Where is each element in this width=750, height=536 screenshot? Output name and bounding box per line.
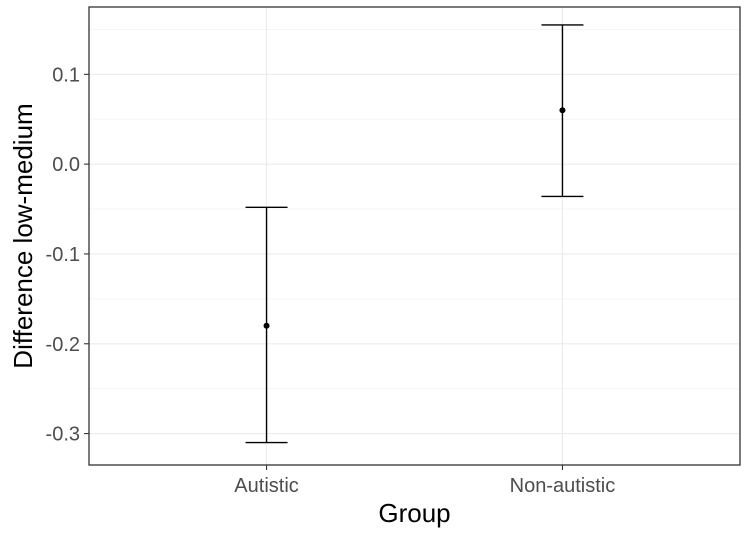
- y-axis-ticks: 0.1 0.0 -0.1 -0.2 -0.3: [46, 64, 89, 446]
- y-tick-label: -0.2: [46, 334, 80, 356]
- x-axis-title: Group: [378, 498, 450, 528]
- y-tick-label: 0.1: [52, 64, 80, 86]
- point-estimate: [263, 322, 270, 329]
- grid-minor: [89, 28, 740, 390]
- x-tick-label: Autistic: [234, 475, 298, 497]
- data-marks: [245, 24, 584, 444]
- x-axis-ticks: Autistic Non-autistic: [234, 465, 615, 497]
- point-estimate: [559, 107, 566, 114]
- y-tick-label: -0.3: [46, 424, 80, 446]
- x-tick-label: Non-autistic: [510, 475, 616, 497]
- y-tick-label: -0.1: [46, 244, 80, 266]
- y-tick-label: 0.0: [52, 154, 80, 176]
- panel-border: [88, 6, 741, 466]
- y-axis-title: Difference low-medium: [8, 103, 38, 368]
